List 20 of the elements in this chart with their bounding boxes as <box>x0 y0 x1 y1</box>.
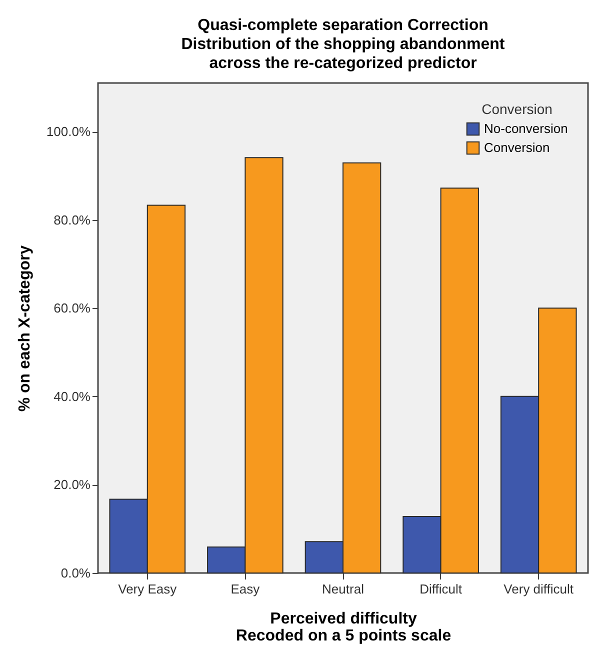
text: Distribution of the shopping abandonment <box>181 36 505 53</box>
text: Recoded on a 5 points scale <box>236 628 452 644</box>
legend-title: Conversion <box>482 101 552 117</box>
y-tick-label: 0.0% <box>60 566 91 580</box>
y-axis-title: % on each X-category <box>16 245 34 412</box>
y-tick-label: 20.0% <box>54 477 91 492</box>
x-tick-label: Neutral <box>322 582 364 596</box>
x-tick-label: Very Easy <box>118 582 178 596</box>
x-tick-label: Very difficult <box>504 582 574 596</box>
y-tick-label: 40.0% <box>54 388 91 404</box>
text: Quasi-complete separation Correction <box>198 17 488 34</box>
text: across the re-categorized predictor <box>209 55 477 72</box>
legend-label: No-conversion <box>484 121 568 136</box>
x-tick-label: Easy <box>230 582 260 596</box>
text: Perceived difficulty <box>270 610 417 628</box>
x-tick-label: Difficult <box>420 582 462 596</box>
y-tick-label: 100.0% <box>46 124 91 140</box>
y-tick-label: 60.0% <box>54 300 91 316</box>
y-tick-label: 80.0% <box>54 212 91 228</box>
legend-label: Conversion <box>484 140 550 155</box>
